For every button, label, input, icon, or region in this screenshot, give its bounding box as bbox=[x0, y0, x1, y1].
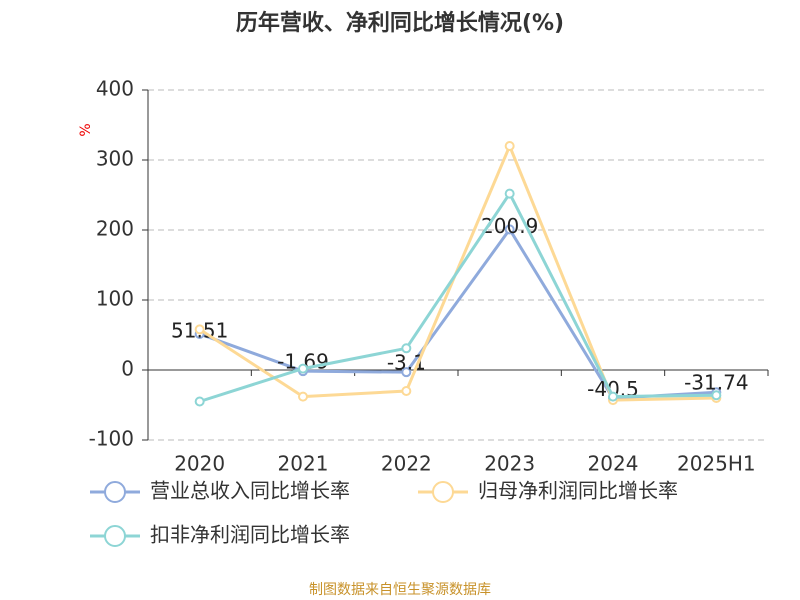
series-line bbox=[199, 190, 717, 403]
x-tick-label: 2021 bbox=[278, 452, 329, 476]
y-tick-label: 100 bbox=[96, 287, 134, 311]
legend-label: 营业总收入同比增长率 bbox=[150, 479, 350, 503]
point bbox=[504, 188, 515, 199]
point bbox=[298, 363, 308, 374]
x-tick-label: 2024 bbox=[588, 452, 639, 476]
y-tick-label: 300 bbox=[96, 147, 134, 171]
legend-label: 扣非净利润同比增长率 bbox=[150, 523, 350, 547]
chart-title: 历年营收、净利同比增长情况(%) bbox=[236, 10, 564, 36]
point bbox=[504, 141, 515, 151]
legend-label: 归母净利润同比增长率 bbox=[478, 479, 678, 503]
y-tick-label: 400 bbox=[96, 77, 134, 101]
point bbox=[401, 367, 412, 378]
point bbox=[401, 386, 412, 396]
x-tick-label: 2025H1 bbox=[677, 452, 756, 476]
point bbox=[298, 391, 308, 402]
y-tick-label: 0 bbox=[121, 357, 134, 381]
point bbox=[608, 391, 618, 402]
data-label: -3.1 bbox=[387, 351, 426, 375]
x-tick-label: 2022 bbox=[381, 452, 432, 476]
point bbox=[711, 390, 722, 401]
y-tick-label: 200 bbox=[96, 217, 134, 241]
legend-marker bbox=[432, 481, 454, 503]
point bbox=[194, 324, 205, 335]
y-tick-label: -100 bbox=[89, 427, 134, 451]
legend-marker bbox=[104, 481, 126, 503]
point bbox=[194, 396, 205, 407]
x-tick-label: 2020 bbox=[174, 452, 225, 476]
y-axis-label: % bbox=[78, 123, 94, 136]
source-note: 制图数据来自恒生聚源数据库 bbox=[309, 582, 491, 598]
point bbox=[401, 343, 412, 354]
legend-marker bbox=[104, 525, 126, 547]
point bbox=[504, 224, 515, 235]
x-tick-label: 2023 bbox=[484, 452, 535, 476]
